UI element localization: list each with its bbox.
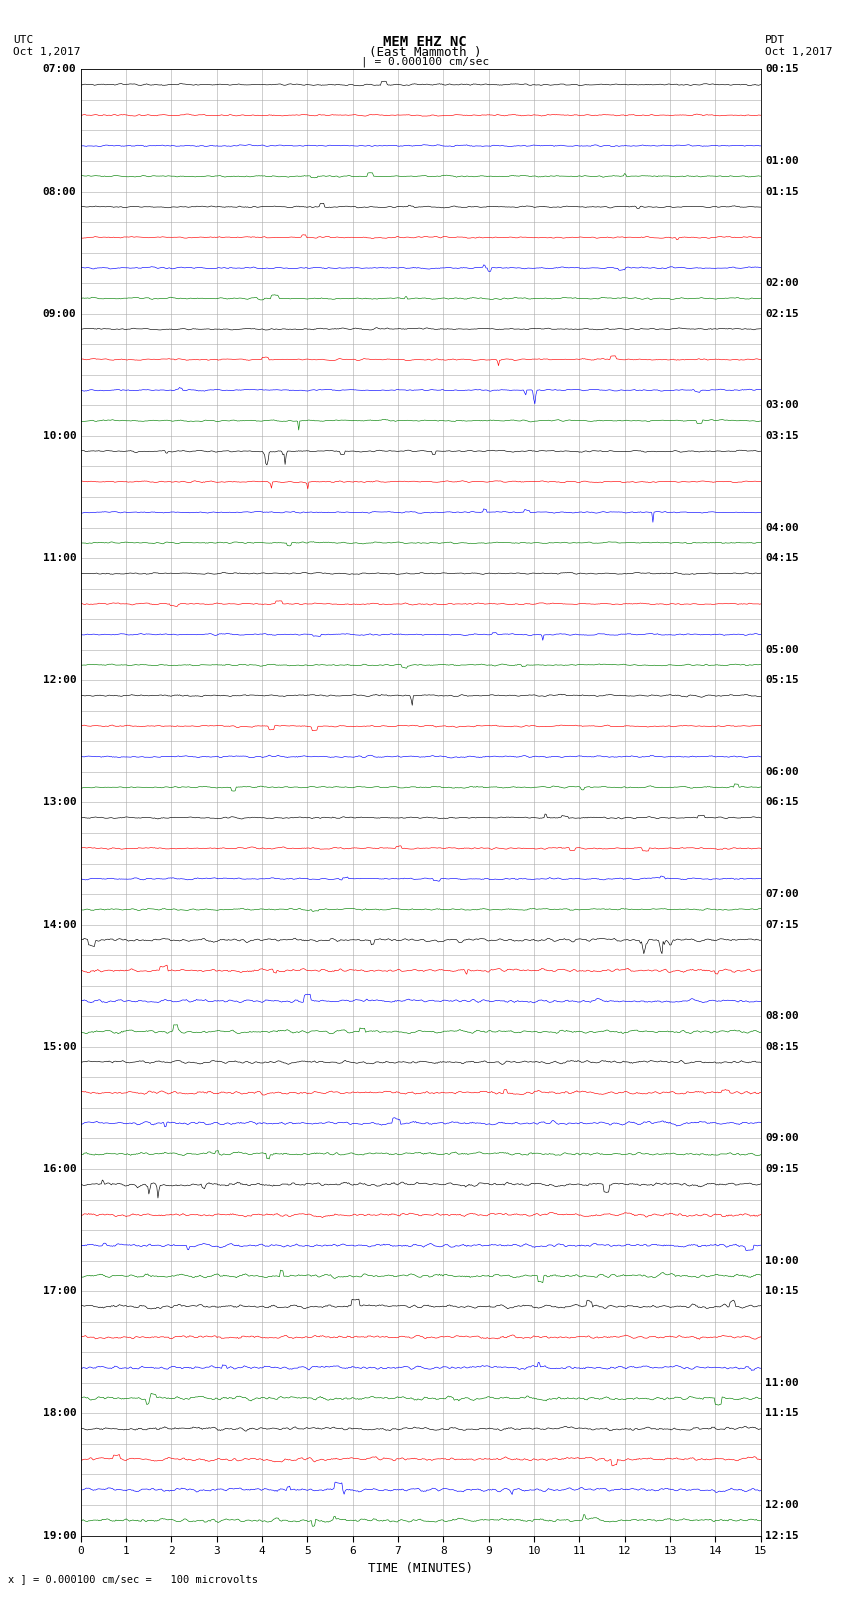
Text: | = 0.000100 cm/sec: | = 0.000100 cm/sec [361, 56, 489, 68]
Text: 11:15: 11:15 [765, 1408, 799, 1418]
Text: 03:00: 03:00 [765, 400, 799, 410]
Text: 02:15: 02:15 [765, 308, 799, 319]
Text: 18:00: 18:00 [42, 1408, 76, 1418]
Text: 12:00: 12:00 [765, 1500, 799, 1510]
Text: 09:00: 09:00 [42, 308, 76, 319]
Text: 06:00: 06:00 [765, 766, 799, 777]
Text: 10:00: 10:00 [765, 1255, 799, 1266]
Text: 17:00: 17:00 [42, 1286, 76, 1297]
Text: Oct 1,2017: Oct 1,2017 [13, 47, 80, 56]
Text: 14:00: 14:00 [42, 919, 76, 929]
Text: 06:15: 06:15 [765, 797, 799, 808]
Text: 07:00: 07:00 [42, 65, 76, 74]
Text: 01:15: 01:15 [765, 187, 799, 197]
Text: 11:00: 11:00 [765, 1378, 799, 1387]
Text: 04:00: 04:00 [765, 523, 799, 532]
Text: 08:00: 08:00 [42, 187, 76, 197]
Text: 11:00: 11:00 [42, 553, 76, 563]
Text: 16:00: 16:00 [42, 1165, 76, 1174]
Text: 05:15: 05:15 [765, 676, 799, 686]
Text: 19:00: 19:00 [42, 1531, 76, 1540]
Text: 12:15: 12:15 [765, 1531, 799, 1540]
Text: 07:15: 07:15 [765, 919, 799, 929]
Text: 08:00: 08:00 [765, 1011, 799, 1021]
Text: 15:00: 15:00 [42, 1042, 76, 1052]
Text: Oct 1,2017: Oct 1,2017 [765, 47, 832, 56]
Text: UTC: UTC [13, 35, 33, 45]
Text: 08:15: 08:15 [765, 1042, 799, 1052]
Text: PDT: PDT [765, 35, 785, 45]
Text: 10:00: 10:00 [42, 431, 76, 440]
Text: 13:00: 13:00 [42, 797, 76, 808]
Text: x ] = 0.000100 cm/sec =   100 microvolts: x ] = 0.000100 cm/sec = 100 microvolts [8, 1574, 258, 1584]
X-axis label: TIME (MINUTES): TIME (MINUTES) [368, 1561, 473, 1574]
Text: (East Mammoth ): (East Mammoth ) [369, 45, 481, 60]
Text: 07:00: 07:00 [765, 889, 799, 898]
Text: 04:15: 04:15 [765, 553, 799, 563]
Text: 00:15: 00:15 [765, 65, 799, 74]
Text: 09:00: 09:00 [765, 1134, 799, 1144]
Text: 10:15: 10:15 [765, 1286, 799, 1297]
Text: 03:15: 03:15 [765, 431, 799, 440]
Text: 09:15: 09:15 [765, 1165, 799, 1174]
Text: MEM EHZ NC: MEM EHZ NC [383, 35, 467, 48]
Text: 01:00: 01:00 [765, 156, 799, 166]
Text: 05:00: 05:00 [765, 645, 799, 655]
Text: 12:00: 12:00 [42, 676, 76, 686]
Text: 02:00: 02:00 [765, 277, 799, 289]
